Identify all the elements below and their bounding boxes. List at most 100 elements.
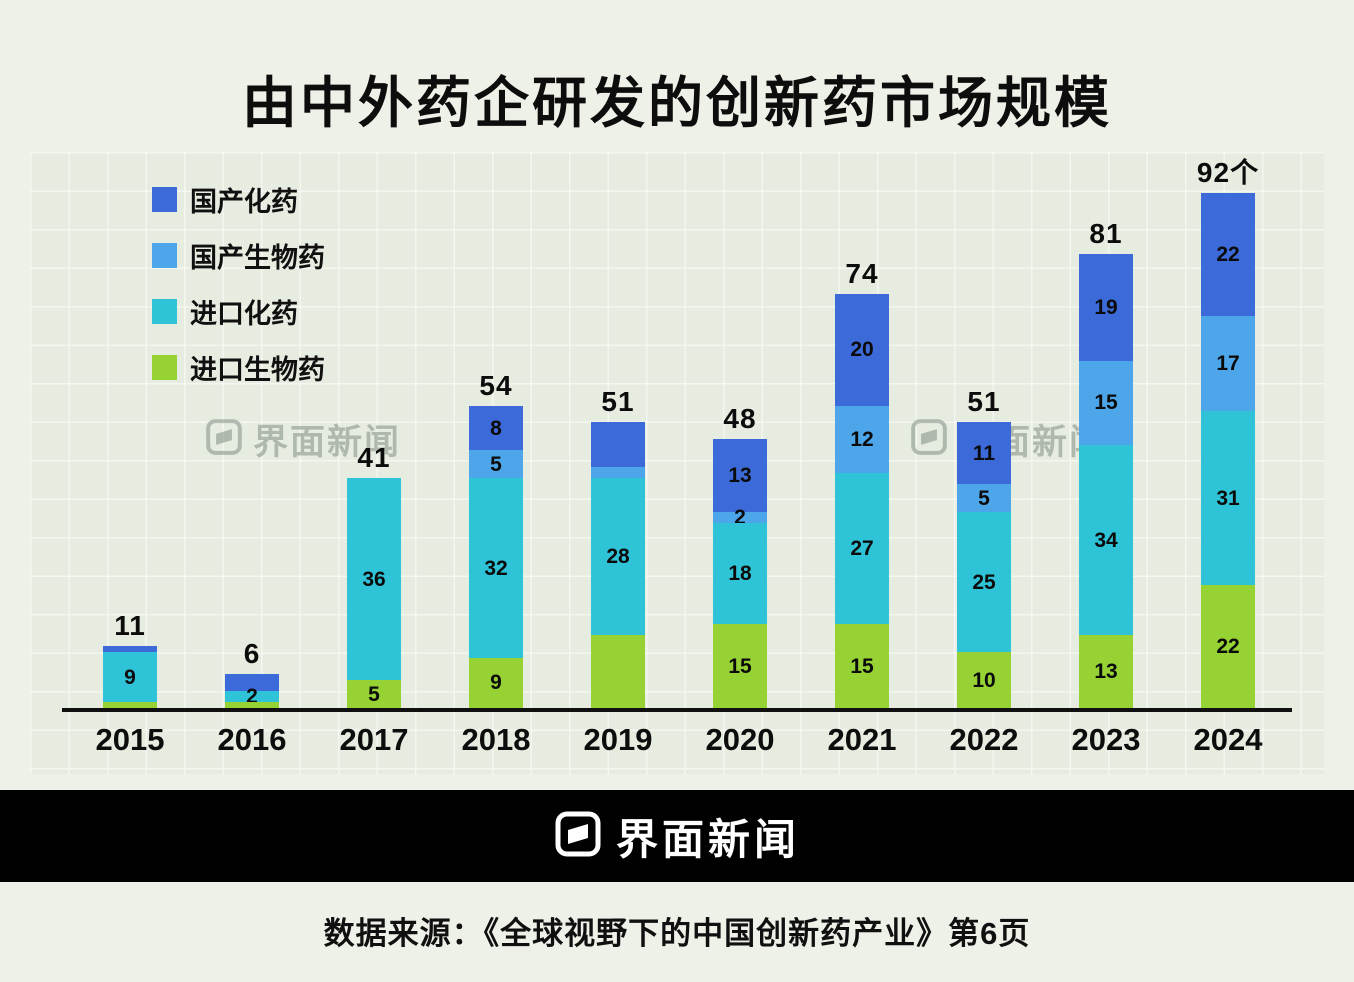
x-axis-year-label: 2021 (827, 722, 897, 757)
legend-label: 国产生物药 (190, 243, 325, 273)
legend-swatch (152, 299, 177, 324)
bar-total-label: 92个 (1196, 156, 1260, 188)
bar-segment-domestic-chemical: 8 (469, 405, 523, 451)
segment-value-label: 12 (850, 427, 874, 451)
x-axis-year-label: 2022 (949, 722, 1019, 757)
bar-stack: 9 (103, 646, 157, 708)
bar-segment-domestic-biologic: 15 (1079, 360, 1133, 445)
segment-value-label: 9 (124, 665, 136, 689)
segment-value-label: 31 (1216, 486, 1240, 510)
x-axis-line (62, 708, 1292, 712)
bar-segment-domestic-chemical (591, 422, 645, 468)
segment-value-label: 8 (490, 416, 502, 440)
x-axis-year-label: 2016 (217, 722, 287, 757)
segment-value-label: 28 (606, 545, 630, 569)
segment-value-label: 5 (368, 682, 380, 706)
bar-segment-imported-biologic (225, 702, 279, 708)
jiemian-logo-icon (205, 418, 243, 461)
bar-column: 48 13 2 18 15 (679, 405, 801, 708)
bar-segment-domestic-biologic: 5 (957, 484, 1011, 512)
jiemian-logo-icon (554, 810, 602, 863)
bar-segment-imported-biologic (591, 635, 645, 708)
bar-column: 41 36 5 (313, 444, 435, 708)
bar-column: 81 19 15 34 13 (1045, 220, 1167, 708)
bar-segment-imported-biologic: 13 (1079, 635, 1133, 708)
segment-value-label: 25 (972, 570, 996, 594)
segment-value-label: 15 (850, 654, 874, 678)
bar-segment-imported-biologic: 9 (469, 657, 523, 708)
x-axis-year-label: 2023 (1071, 722, 1141, 757)
bar-segment-imported-chemical: 25 (957, 512, 1011, 652)
legend: 国产化药国产生物药进口化药进口生物药 (152, 180, 325, 387)
bar-segment-domestic-chemical: 20 (835, 293, 889, 406)
bar-stack: 22 17 31 22 (1201, 192, 1255, 708)
bar-column: 51 28 (557, 388, 679, 708)
bar-segment-imported-chemical: 2 (225, 686, 279, 707)
segment-value-label: 9 (490, 671, 502, 695)
segment-value-label: 36 (362, 567, 386, 591)
segment-value-label: 17 (1216, 352, 1240, 376)
legend-label: 进口化药 (190, 299, 298, 329)
segment-value-label: 2 (246, 685, 258, 709)
bar-total-label: 41 (357, 442, 391, 474)
bar-total-label: 48 (723, 403, 757, 435)
bar-segment-imported-biologic: 5 (347, 680, 401, 708)
segment-value-label: 27 (850, 536, 874, 560)
segment-value-label: 22 (1216, 242, 1240, 266)
x-axis-year-label: 2020 (705, 722, 775, 757)
bar-segment-imported-biologic: 10 (957, 652, 1011, 708)
x-axis-year-label: 2018 (461, 722, 531, 757)
bar-column: 51 11 5 25 10 (923, 388, 1045, 708)
bar-segment-domestic-biologic: 12 (835, 405, 889, 473)
segment-value-label: 18 (728, 562, 752, 586)
bar-total-label: 54 (479, 369, 513, 401)
bar-column: 11 9 (69, 612, 191, 708)
years-row: 2015 2016 2017 2018 2019 2020 2021 2022 2023 2024 (69, 722, 1289, 758)
bar-stack: 11 5 25 10 (957, 422, 1011, 708)
bar-segment-imported-chemical: 34 (1079, 444, 1133, 636)
bar-stack: 8 5 32 9 (469, 405, 523, 708)
bar-segment-domestic-biologic: 5 (469, 450, 523, 479)
bar-segment-domestic-chemical: 22 (1201, 192, 1255, 317)
bar-segment-domestic-biologic: 17 (1201, 316, 1255, 412)
bar-segment-imported-biologic: 15 (835, 624, 889, 708)
segment-value-label: 34 (1094, 528, 1118, 552)
segment-value-label: 11 (972, 441, 996, 465)
legend-swatch (152, 187, 177, 212)
bar-segment-domestic-chemical: 13 (713, 439, 767, 513)
chart-panel: 国产化药 国产生物药 进口化药 进口生物药 界面新闻 界面新闻 11 9 6 2 41 36 5 5… (30, 152, 1324, 774)
bar-segment-imported-chemical: 32 (469, 478, 523, 658)
bar-column: 54 8 5 32 9 (435, 369, 557, 708)
segment-value-label: 19 (1094, 296, 1118, 320)
segment-value-label: 13 (728, 464, 752, 488)
legend-label: 进口生物药 (190, 355, 325, 385)
segment-value-label: 15 (1094, 391, 1118, 415)
bar-column: 74 20 12 27 15 (801, 259, 923, 708)
x-axis-year-label: 2017 (339, 722, 409, 757)
bars-area: 11 9 6 2 41 36 5 54 8 5 32 9 51 28 48 13 2 18 15 74 20 12 27 15… (69, 156, 1289, 708)
bar-segment-domestic-biologic (591, 467, 645, 479)
segment-value-label: 32 (484, 556, 508, 580)
legend-item: 进口生物药 (152, 348, 325, 387)
bar-segment-domestic-chemical (225, 674, 279, 692)
bar-segment-imported-chemical: 31 (1201, 411, 1255, 585)
bar-segment-imported-chemical: 9 (103, 652, 157, 703)
segment-value-label: 10 (972, 668, 996, 692)
x-axis-year-label: 2019 (583, 722, 653, 757)
bar-segment-domestic-chemical (103, 646, 157, 653)
bar-stack: 13 2 18 15 (713, 439, 767, 708)
bar-total-label: 11 (114, 610, 146, 642)
bar-segment-domestic-chemical: 19 (1079, 254, 1133, 361)
jiemian-logo-icon (910, 418, 948, 461)
segment-value-label: 2 (734, 506, 746, 530)
bar-total-label: 51 (967, 386, 1001, 418)
bar-segment-imported-biologic: 15 (713, 624, 767, 708)
legend-item: 进口化药 (152, 292, 325, 331)
segment-value-label: 5 (978, 486, 990, 510)
bar-total-label: 6 (243, 638, 261, 670)
data-source-text: 数据来源：《全球视野下的中国创新药产业》第6页 (323, 916, 1031, 951)
bar-segment-imported-chemical: 18 (713, 523, 767, 624)
bar-stack: 28 (591, 422, 645, 708)
legend-label: 国产化药 (190, 187, 298, 217)
